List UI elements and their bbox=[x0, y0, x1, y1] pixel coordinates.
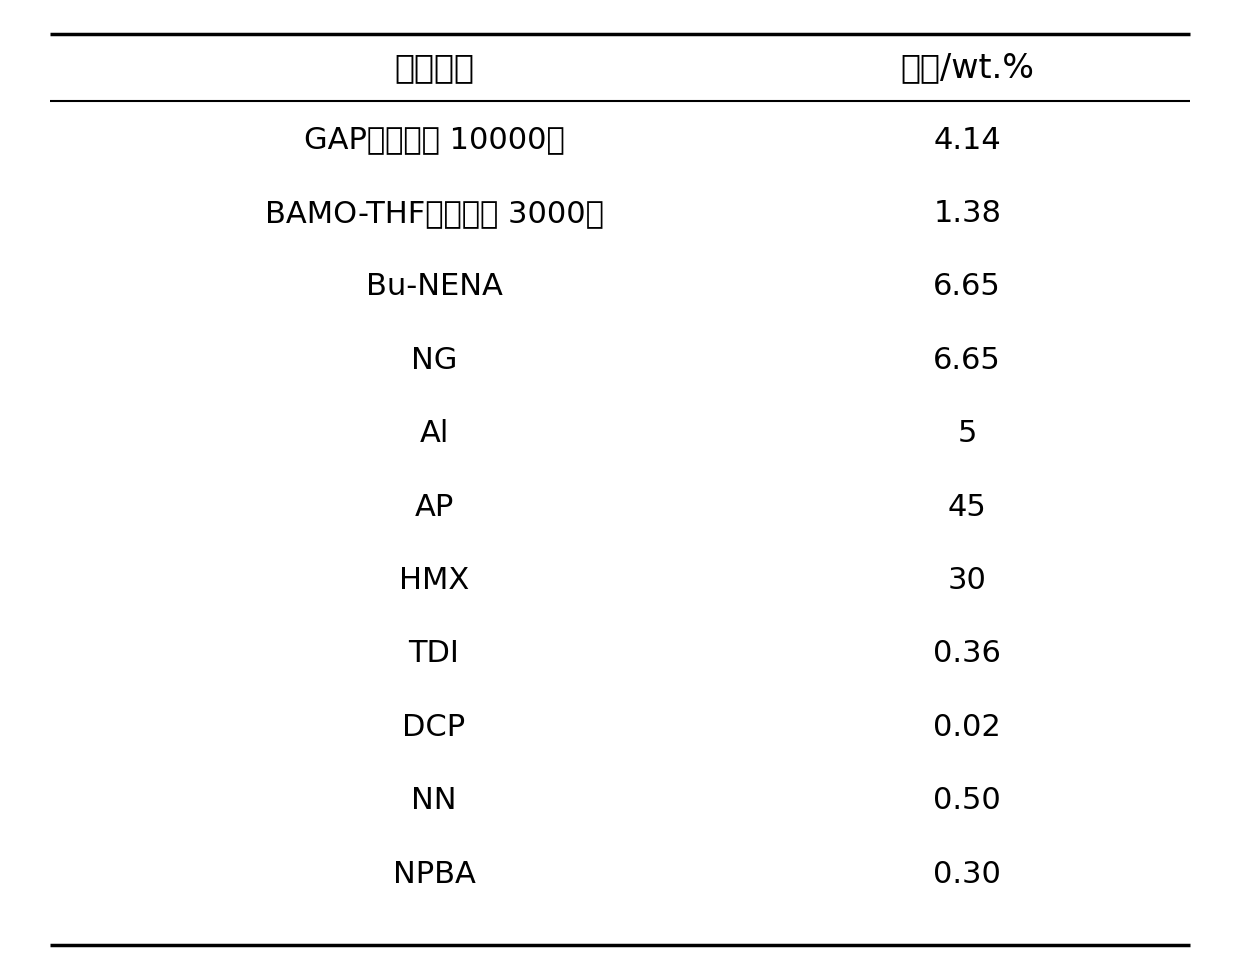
Text: 6.65: 6.65 bbox=[934, 346, 1001, 375]
Text: BAMO-THF（分子量 3000）: BAMO-THF（分子量 3000） bbox=[264, 199, 604, 228]
Text: 45: 45 bbox=[947, 493, 987, 522]
Text: GAP（分子量 10000）: GAP（分子量 10000） bbox=[304, 126, 564, 155]
Text: 6.65: 6.65 bbox=[934, 272, 1001, 301]
Text: NN: NN bbox=[412, 786, 456, 815]
Text: NPBA: NPBA bbox=[393, 860, 475, 889]
Text: 配方组成: 配方组成 bbox=[394, 51, 474, 84]
Text: NG: NG bbox=[410, 346, 458, 375]
Text: 0.30: 0.30 bbox=[934, 860, 1001, 889]
Text: Bu-NENA: Bu-NENA bbox=[366, 272, 502, 301]
Text: 30: 30 bbox=[947, 566, 987, 595]
Text: AP: AP bbox=[414, 493, 454, 522]
Text: 0.02: 0.02 bbox=[934, 713, 1001, 742]
Text: 4.14: 4.14 bbox=[934, 126, 1001, 155]
Text: 5: 5 bbox=[957, 419, 977, 448]
Text: DCP: DCP bbox=[403, 713, 465, 742]
Text: TDI: TDI bbox=[408, 639, 460, 668]
Text: Al: Al bbox=[419, 419, 449, 448]
Text: 含量/wt.%: 含量/wt.% bbox=[900, 51, 1034, 84]
Text: 1.38: 1.38 bbox=[934, 199, 1001, 228]
Text: 0.36: 0.36 bbox=[934, 639, 1001, 668]
Text: HMX: HMX bbox=[399, 566, 469, 595]
Text: 0.50: 0.50 bbox=[934, 786, 1001, 815]
